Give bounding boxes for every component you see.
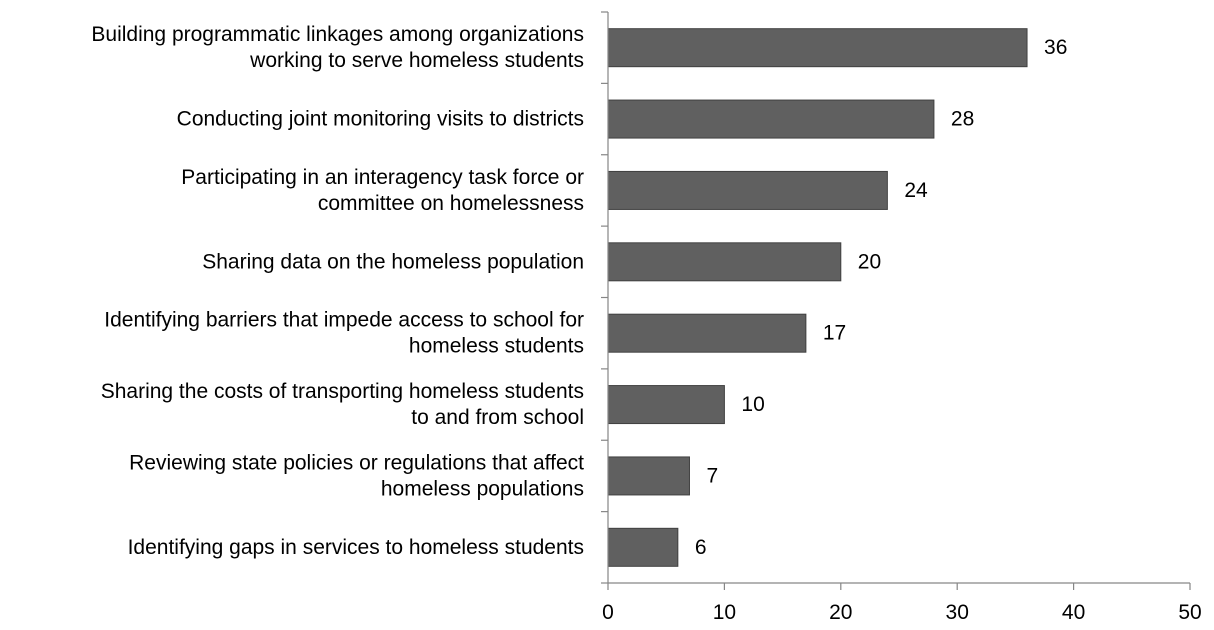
data-label-2: 28 [951, 108, 974, 131]
category-label-4: Sharing data on the homeless population [202, 250, 584, 273]
category-label-line: Identifying gaps in services to homeless… [128, 536, 584, 559]
category-label-7: Reviewing state policies or regulations … [129, 451, 584, 500]
category-label-line: to and from school [411, 406, 584, 429]
bar-6 [607, 385, 725, 425]
category-label-line: Building programmatic linkages among org… [91, 23, 584, 46]
bar-1 [607, 28, 1028, 68]
bar-3 [607, 170, 888, 210]
axis-layer [601, 11, 1191, 590]
data-label-4: 20 [858, 250, 881, 273]
data-label-8: 6 [695, 536, 707, 559]
x-tick-label: 50 [1178, 601, 1201, 624]
category-label-2: Conducting joint monitoring visits to di… [177, 108, 584, 131]
category-label-line: Sharing data on the homeless population [202, 250, 584, 273]
data-label-3: 24 [904, 179, 928, 202]
category-label-line: Identifying barriers that impede access … [104, 309, 584, 332]
bar-4 [607, 242, 842, 282]
data-label-5: 17 [823, 322, 846, 345]
bar-7 [607, 456, 690, 496]
category-label-line: committee on homelessness [318, 192, 584, 215]
x-tick-label: 30 [946, 601, 969, 624]
category-label-line: working to serve homeless students [249, 49, 584, 72]
data-label-6: 10 [741, 393, 764, 416]
bar-8 [607, 527, 679, 567]
category-label-line: Participating in an interagency task for… [181, 166, 584, 189]
bar-5 [607, 313, 807, 353]
category-label-line: Conducting joint monitoring visits to di… [177, 108, 584, 131]
bars-layer [607, 28, 1028, 567]
category-label-line: homeless students [409, 335, 584, 358]
category-label-8: Identifying gaps in services to homeless… [128, 536, 584, 559]
data-label-1: 36 [1044, 36, 1067, 59]
x-tick-label: 40 [1062, 601, 1085, 624]
x-tick-label: 10 [713, 601, 736, 624]
category-label-5: Identifying barriers that impede access … [104, 309, 584, 358]
x-tick-label: 0 [602, 601, 614, 624]
category-label-3: Participating in an interagency task for… [181, 166, 584, 215]
category-label-line: Reviewing state policies or regulations … [129, 451, 584, 474]
x-tick-label: 20 [829, 601, 852, 624]
data-label-7: 7 [706, 464, 718, 487]
category-label-line: Sharing the costs of transporting homele… [101, 380, 584, 403]
category-label-line: homeless populations [381, 477, 584, 500]
labels-layer: 36 Building programmatic linkages among o… [91, 23, 1201, 624]
category-label-6: Sharing the costs of transporting homele… [101, 380, 584, 429]
bar-2 [607, 99, 935, 139]
category-label-1: Building programmatic linkages among org… [91, 23, 584, 72]
